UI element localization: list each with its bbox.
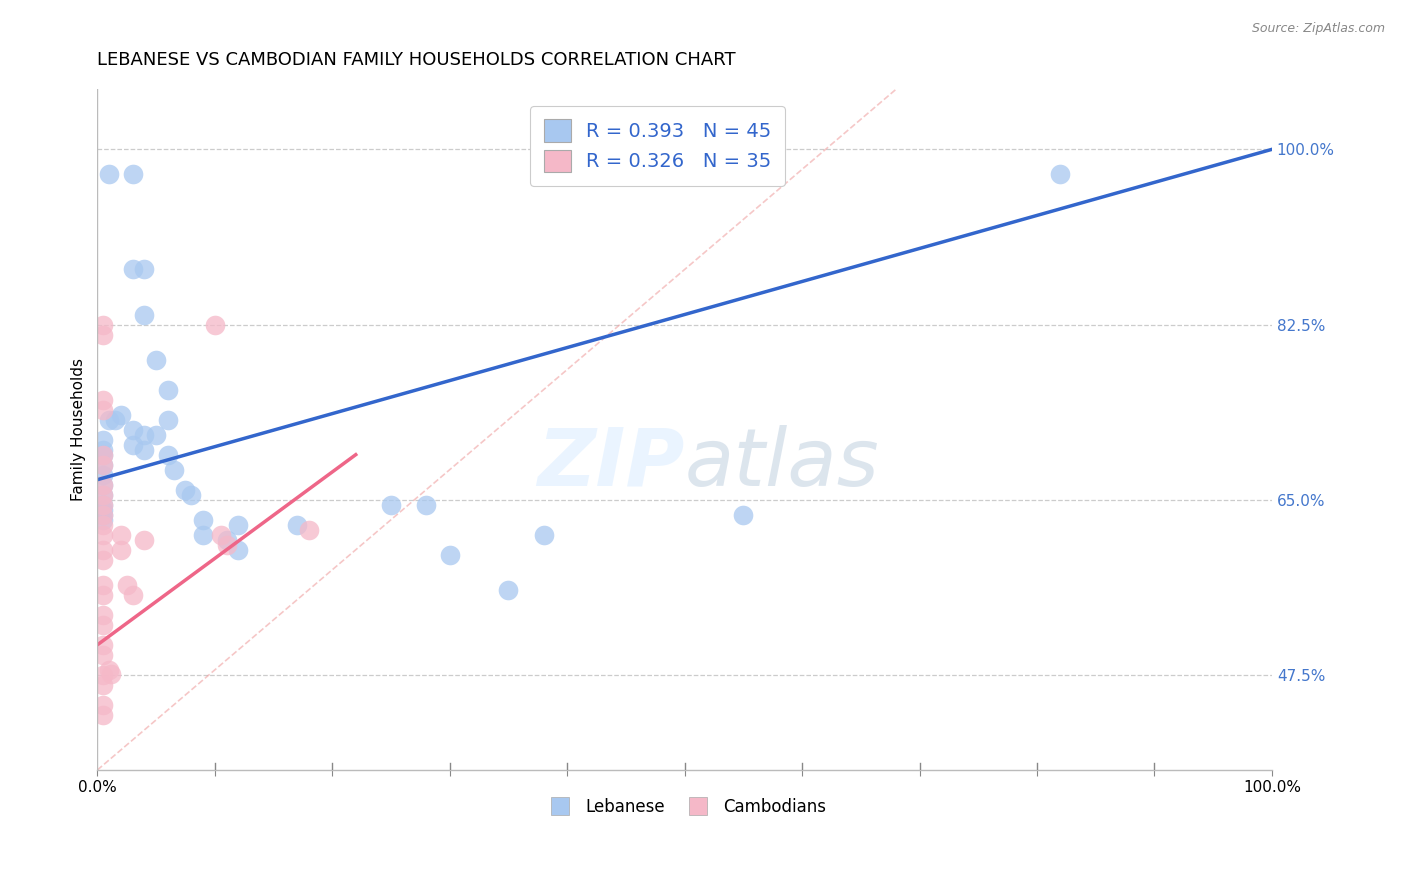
Point	[298, 523, 321, 537]
Point	[91, 698, 114, 712]
Point	[91, 553, 114, 567]
Point	[209, 527, 232, 541]
Point	[91, 488, 114, 502]
Point	[91, 607, 114, 622]
Point	[91, 542, 114, 557]
Point	[91, 588, 114, 602]
Point	[439, 548, 461, 562]
Point	[121, 588, 143, 602]
Point	[91, 678, 114, 692]
Point	[121, 167, 143, 181]
Point	[98, 663, 121, 677]
Point	[285, 517, 308, 532]
Point	[91, 448, 114, 462]
Point	[91, 477, 114, 491]
Point	[733, 167, 755, 181]
Point	[98, 167, 121, 181]
Point	[191, 513, 214, 527]
Point	[733, 508, 755, 522]
Point	[226, 542, 249, 557]
Point	[91, 448, 114, 462]
Point	[91, 578, 114, 592]
Point	[215, 533, 238, 547]
Point	[110, 527, 132, 541]
Point	[121, 423, 143, 437]
Point	[104, 412, 127, 426]
Point	[91, 708, 114, 723]
Text: ZIP: ZIP	[537, 425, 685, 503]
Point	[91, 617, 114, 632]
Point	[415, 498, 437, 512]
Point	[134, 262, 156, 277]
Point	[191, 527, 214, 541]
Point	[156, 448, 179, 462]
Text: LEBANESE VS CAMBODIAN FAMILY HOUSEHOLDS CORRELATION CHART: LEBANESE VS CAMBODIAN FAMILY HOUSEHOLDS …	[97, 51, 735, 69]
Point	[91, 513, 114, 527]
Point	[174, 483, 197, 497]
Point	[91, 502, 114, 516]
Point	[204, 318, 226, 332]
Point	[163, 463, 186, 477]
Point	[110, 542, 132, 557]
Point	[145, 427, 167, 442]
Point	[156, 412, 179, 426]
Point	[91, 527, 114, 541]
Point	[91, 638, 114, 652]
Text: Source: ZipAtlas.com: Source: ZipAtlas.com	[1251, 22, 1385, 36]
Point	[226, 517, 249, 532]
Point	[1049, 167, 1071, 181]
Point	[134, 427, 156, 442]
Point	[91, 648, 114, 662]
Point	[91, 508, 114, 522]
Point	[91, 498, 114, 512]
Point	[91, 318, 114, 332]
Point	[134, 533, 156, 547]
Point	[110, 408, 132, 422]
Point	[115, 578, 138, 592]
Point	[100, 666, 122, 681]
Point	[156, 383, 179, 397]
Text: atlas: atlas	[685, 425, 879, 503]
Point	[91, 508, 114, 522]
Point	[121, 437, 143, 451]
Point	[91, 402, 114, 417]
Point	[91, 477, 114, 491]
Point	[180, 488, 202, 502]
Point	[91, 327, 114, 342]
Point	[498, 582, 520, 597]
Point	[121, 262, 143, 277]
Point	[533, 527, 555, 541]
Point	[98, 412, 121, 426]
Point	[215, 538, 238, 552]
Point	[91, 488, 114, 502]
Point	[134, 308, 156, 322]
Point	[91, 392, 114, 407]
Point	[380, 498, 402, 512]
Point	[91, 498, 114, 512]
Point	[91, 442, 114, 457]
Point	[145, 352, 167, 367]
Point	[134, 442, 156, 457]
Point	[91, 467, 114, 482]
Legend: Lebanese, Cambodians: Lebanese, Cambodians	[537, 791, 832, 823]
Point	[91, 433, 114, 447]
Point	[91, 517, 114, 532]
Y-axis label: Family Households: Family Households	[72, 359, 86, 501]
Point	[91, 668, 114, 682]
Point	[91, 458, 114, 472]
Point	[91, 458, 114, 472]
